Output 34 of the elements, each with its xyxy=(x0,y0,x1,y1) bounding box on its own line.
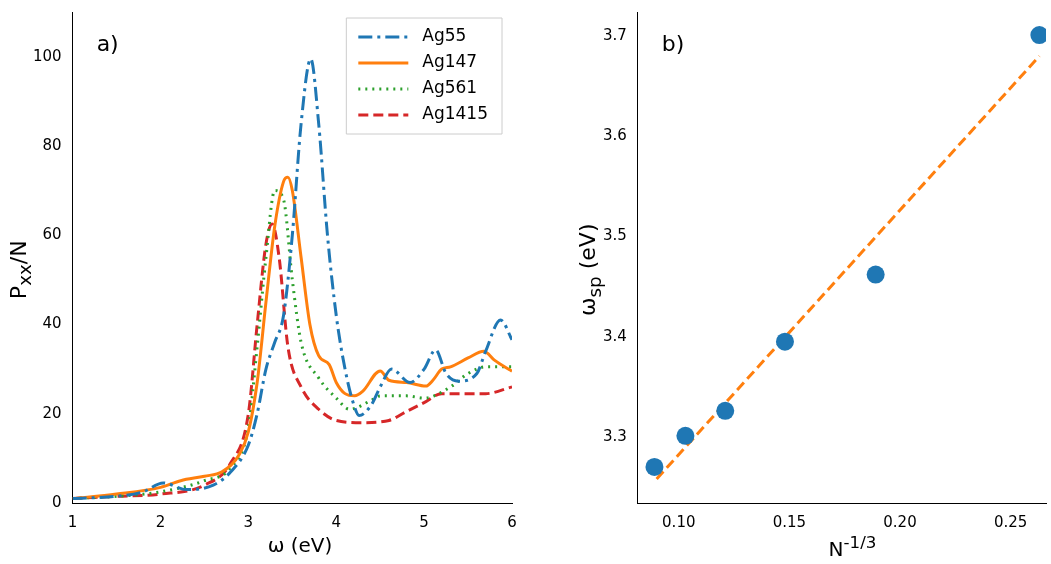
x-tick-label: 0.15 xyxy=(772,512,807,531)
annotation: b) xyxy=(661,30,685,56)
y-tick-label: 100 xyxy=(32,46,62,65)
legend-label: Ag561 xyxy=(422,77,478,98)
y-tick-label: 3.7 xyxy=(603,25,627,44)
x-tick-label: 6 xyxy=(507,512,517,531)
x-tick-label: 1 xyxy=(67,512,78,531)
y-tick-label: 3.6 xyxy=(603,126,627,145)
x-tick-label: 0.20 xyxy=(883,512,917,531)
x-tick-label: 0.10 xyxy=(662,512,696,531)
x-tick-label: 3 xyxy=(243,512,254,531)
x-tick-label: 2 xyxy=(155,512,166,531)
x-tick-label: 0.25 xyxy=(993,512,1028,531)
y-tick-label: 20 xyxy=(42,403,62,422)
y-tick-label: 3.4 xyxy=(603,326,627,345)
point xyxy=(866,265,885,284)
y-tick-label: 3.5 xyxy=(603,226,627,245)
point xyxy=(716,401,735,420)
y-tick-label: 60 xyxy=(42,225,62,244)
y-tick-label: 0 xyxy=(52,492,62,511)
point xyxy=(775,332,794,351)
legend-label: Ag147 xyxy=(422,51,478,72)
point xyxy=(676,426,695,445)
x-axis-title: N$^{-1/3}$ xyxy=(827,533,878,561)
point xyxy=(645,457,664,476)
x-tick-label: 4 xyxy=(331,512,342,531)
y-tick-label: 80 xyxy=(42,135,62,154)
x-axis-title: ω (eV) xyxy=(266,533,334,557)
y-tick-label: 40 xyxy=(42,314,62,333)
annotation: a) xyxy=(96,30,119,56)
x-tick-label: 5 xyxy=(419,512,429,531)
y-tick-label: 3.3 xyxy=(603,426,627,445)
legend-label: Ag55 xyxy=(422,25,467,46)
legend-label: Ag1415 xyxy=(422,103,488,124)
